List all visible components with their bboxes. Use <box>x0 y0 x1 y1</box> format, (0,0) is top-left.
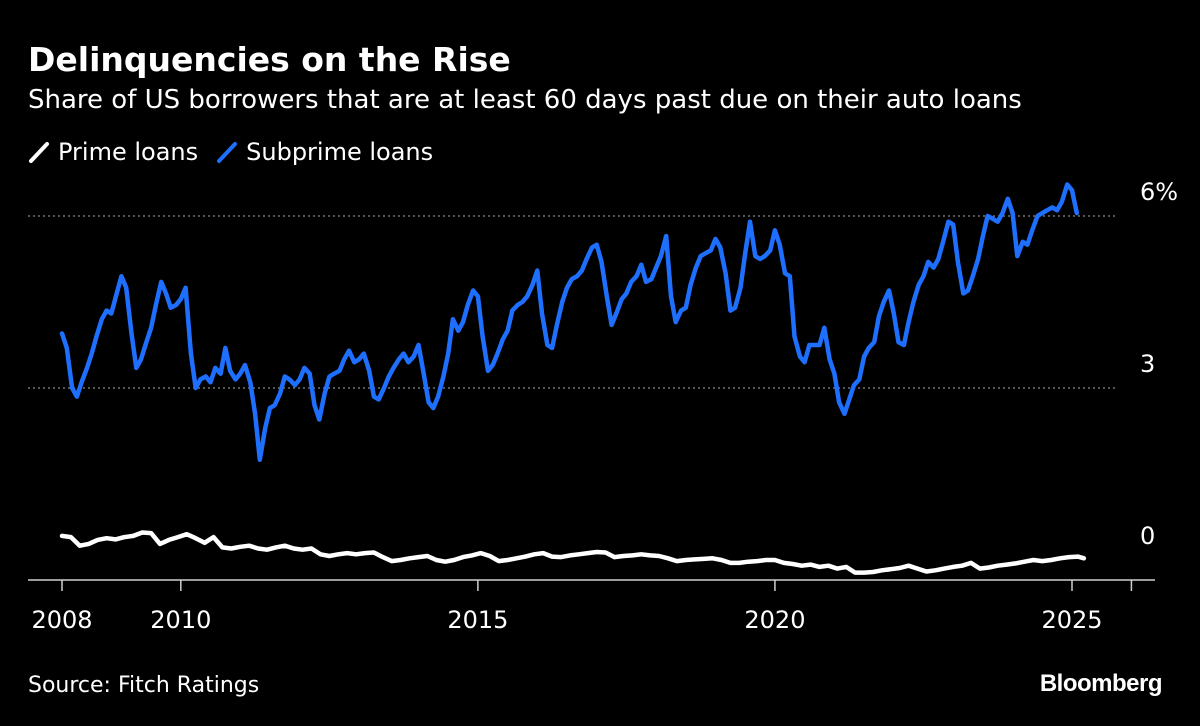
chart-subtitle: Share of US borrowers that are at least … <box>28 85 1022 115</box>
legend-item-subprime: Subprime loans <box>216 137 433 167</box>
y-tick-label-6: 6% <box>1140 178 1178 206</box>
chart-legend: Prime loans Subprime loans <box>28 137 451 167</box>
x-tick-label-2010: 2010 <box>150 606 211 634</box>
x-tick-label-2015: 2015 <box>447 606 508 634</box>
series-line-prime <box>59 530 1087 575</box>
y-tick-label-0: 0 <box>1140 522 1155 550</box>
x-tick-label-2025: 2025 <box>1041 606 1102 634</box>
x-tick-label-2020: 2020 <box>744 606 805 634</box>
source-note: Source: Fitch Ratings <box>28 673 260 698</box>
legend-swatch-subprime <box>217 142 238 163</box>
legend-label-subprime: Subprime loans <box>246 138 434 166</box>
x-tick-label-2008: 2008 <box>31 606 92 634</box>
y-tick-label-3: 3 <box>1140 350 1155 378</box>
legend-label-prime: Prime loans <box>58 138 199 166</box>
legend-item-prime: Prime loans <box>28 137 198 167</box>
chart-title: Delinquencies on the Rise <box>28 40 511 79</box>
bloomberg-logo: Bloomberg <box>1039 670 1163 697</box>
series-line-subprime <box>59 182 1080 462</box>
legend-swatch-prime <box>29 142 49 163</box>
